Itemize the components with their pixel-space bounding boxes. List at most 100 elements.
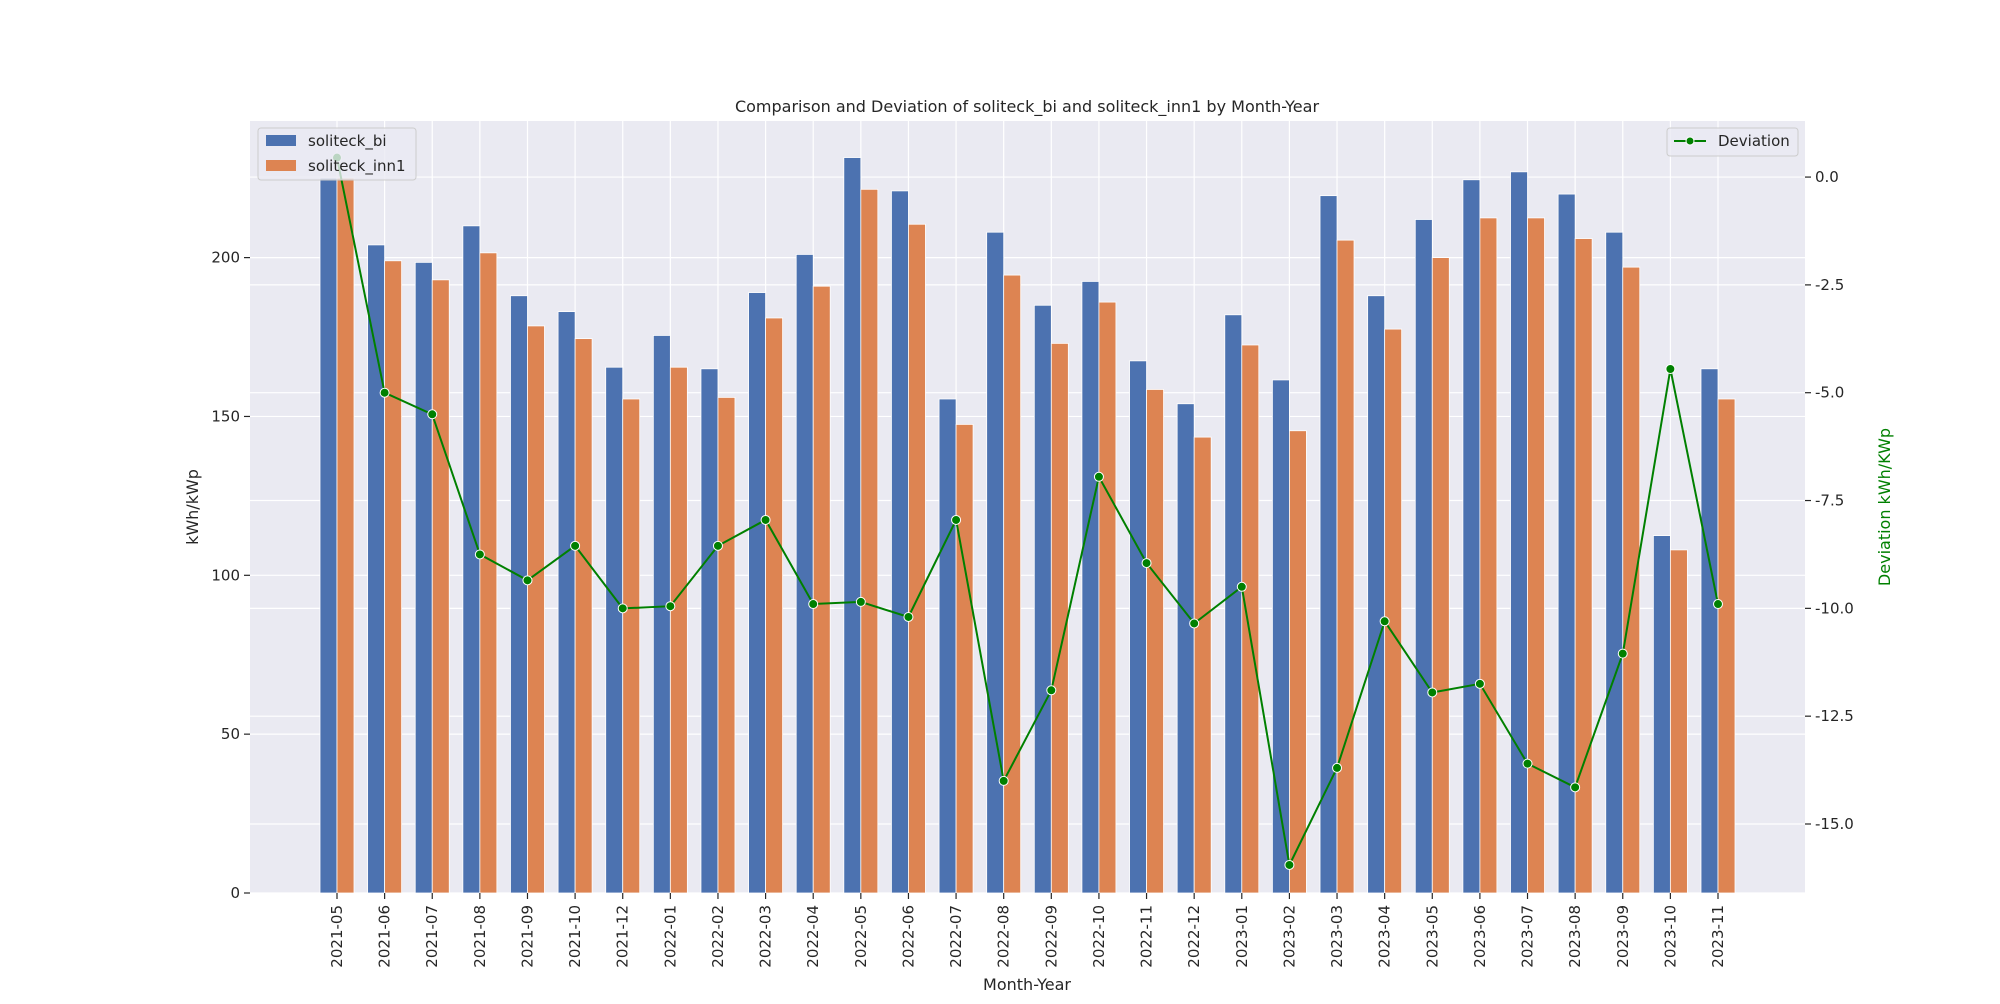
bar-soliteck-inn1 [1146, 389, 1164, 894]
bar-soliteck-inn1 [336, 177, 355, 894]
deviation-point [522, 575, 533, 586]
bar-soliteck-inn1 [1003, 274, 1022, 894]
bar-soliteck-bi [1462, 179, 1481, 894]
bar-soliteck-inn1 [622, 398, 641, 894]
y2-tick-label: -15.0 [1815, 815, 1854, 833]
bar-soliteck-inn1 [1384, 328, 1403, 894]
bar-soliteck-bi [748, 292, 766, 894]
bar-soliteck-bi [1319, 195, 1338, 894]
bar-soliteck-inn1 [669, 366, 688, 894]
deviation-point [903, 611, 914, 622]
bar-soliteck-bi [605, 366, 624, 894]
bar-soliteck-inn1 [717, 396, 736, 894]
x-tick-label: 2022-04 [804, 905, 822, 968]
bar-soliteck-bi [462, 225, 481, 894]
bar-soliteck-bi [510, 295, 528, 894]
bar-soliteck-inn1 [1336, 239, 1355, 894]
bar-soliteck-bi [843, 157, 862, 894]
deviation-point [760, 514, 771, 525]
deviation-point [1427, 687, 1438, 698]
deviation-point [617, 603, 628, 614]
x-tick-label: 2022-07 [947, 905, 965, 968]
bar-soliteck-inn1 [908, 223, 926, 894]
deviation-point [1522, 758, 1533, 769]
bar-soliteck-bi [557, 311, 576, 894]
bar-soliteck-inn1 [384, 260, 403, 894]
y2-tick-label: -2.5 [1815, 276, 1844, 294]
y2-tick-label: 0.0 [1815, 168, 1839, 186]
y2-tick-label: -5.0 [1815, 384, 1844, 402]
x-tick-label: 2021-08 [471, 905, 489, 968]
deviation-point [1046, 685, 1057, 696]
x-tick-label: 2023-09 [1614, 905, 1632, 968]
deviation-point [1189, 618, 1200, 629]
legend-swatch-soliteck-inn1 [266, 160, 296, 171]
legend-right: Deviation [1666, 127, 1799, 157]
legend-label-soliteck-inn1: soliteck_inn1 [308, 157, 406, 176]
x-tick-label: 2022-12 [1185, 905, 1203, 968]
bar-soliteck-inn1 [431, 279, 450, 894]
deviation-point [998, 775, 1009, 786]
bar-soliteck-bi [414, 261, 433, 894]
bar-soliteck-bi [1652, 535, 1671, 894]
axes-group: 0 50 100 150 200 0.0 -2.5 -5.0 -7.5 -10.0 -12.5 -15… [211, 168, 1853, 968]
x-tick-label: 2022-09 [1042, 905, 1060, 968]
x-tick-label: 2021-09 [518, 905, 536, 968]
bar-soliteck-inn1 [527, 325, 545, 894]
y-tick-label: 200 [211, 249, 240, 267]
x-tick-label: 2023-03 [1328, 905, 1346, 968]
bar-soliteck-bi [1605, 231, 1624, 894]
bar-soliteck-bi [986, 231, 1005, 894]
y-tick-label: 0 [230, 884, 240, 902]
bar-soliteck-inn1 [860, 188, 879, 894]
deviation-point [1713, 599, 1723, 610]
bar-soliteck-bi [1510, 171, 1528, 894]
bar-soliteck-bi [938, 398, 957, 894]
deviation-point [855, 596, 866, 607]
y2-tick-label: -7.5 [1815, 492, 1844, 510]
deviation-point [427, 409, 438, 420]
bar-soliteck-inn1 [1479, 217, 1498, 894]
deviation-point [1284, 859, 1295, 870]
x-tick-label: 2022-01 [661, 905, 679, 968]
deviation-point [570, 540, 581, 551]
deviation-point [1236, 581, 1247, 592]
x-tick-label: 2023-04 [1376, 905, 1394, 968]
legend-label-deviation: Deviation [1718, 132, 1790, 150]
legend-label-soliteck-bi: soliteck_bi [308, 132, 387, 151]
x-tick-label: 2022-08 [995, 905, 1013, 968]
deviation-point [474, 549, 485, 560]
bar-soliteck-bi [367, 244, 386, 894]
x-tick-label: 2022-06 [899, 905, 917, 968]
bar-soliteck-inn1 [1289, 430, 1307, 894]
y-axis-label-right: Deviation kWh/KWp [1875, 428, 1894, 586]
bar-soliteck-bi [319, 177, 338, 894]
x-tick-label: 2022-02 [709, 905, 727, 968]
legend-marker-deviation [1685, 136, 1695, 146]
deviation-point [1141, 558, 1152, 569]
bar-soliteck-bi [1367, 295, 1386, 894]
bar-soliteck-bi [700, 368, 719, 894]
y-tick-label: 50 [221, 725, 240, 743]
x-tick-label: 2023-11 [1709, 905, 1727, 968]
x-tick-label: 2023-06 [1471, 905, 1489, 968]
bar-soliteck-bi [1129, 360, 1147, 894]
plot-background [250, 121, 1805, 893]
bar-soliteck-inn1 [1622, 266, 1641, 894]
x-axis-label: Month-Year [983, 975, 1071, 994]
bar-soliteck-inn1 [1241, 344, 1260, 894]
legend-left: soliteck_bi soliteck_inn1 [257, 127, 417, 181]
x-tick-label: 2022-05 [852, 905, 870, 968]
y-axis-label-left: kWh/kWp [183, 469, 202, 545]
deviation-point [1617, 648, 1628, 659]
deviation-point [379, 387, 390, 398]
deviation-line [336, 157, 1719, 869]
deviation-point [1379, 616, 1390, 627]
x-tick-label: 2022-10 [1090, 905, 1108, 968]
y2-tick-label: -12.5 [1815, 707, 1854, 725]
x-tick-label: 2023-07 [1519, 905, 1537, 968]
bar-soliteck-bi [1700, 368, 1719, 894]
y2-tick-label: -10.0 [1815, 599, 1854, 617]
bar-soliteck-inn1 [1669, 549, 1688, 894]
